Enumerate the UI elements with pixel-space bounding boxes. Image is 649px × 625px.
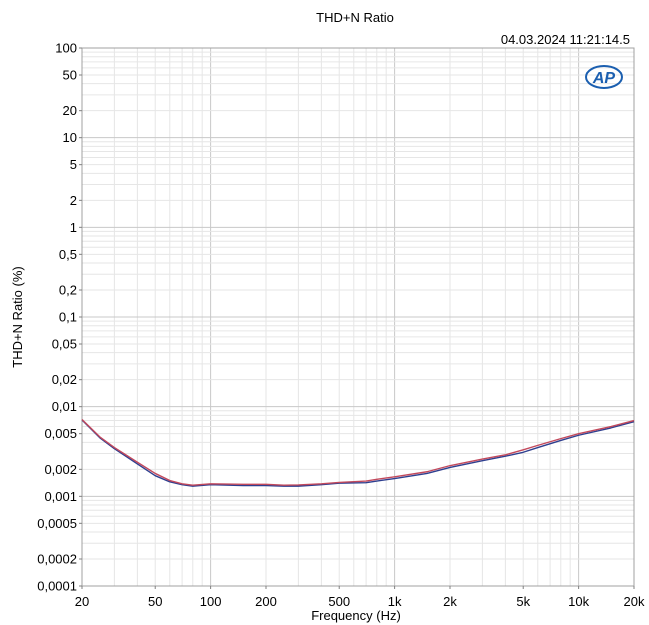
y-tick-label: 1 — [70, 220, 77, 235]
y-tick-label: 5 — [70, 157, 77, 172]
x-tick-label: 200 — [255, 594, 277, 609]
x-tick-label: 20 — [75, 594, 89, 609]
x-tick-label: 500 — [328, 594, 350, 609]
y-tick-label: 0,01 — [52, 399, 77, 414]
y-tick-label: 0,0005 — [37, 516, 77, 531]
y-tick-label: 2 — [70, 193, 77, 208]
x-tick-label: 1k — [388, 594, 402, 609]
x-tick-labels: 20 50 100 200 500 1k 2k 5k 10k 20k — [75, 586, 645, 609]
x-tick-label: 100 — [200, 594, 222, 609]
y-tick-labels: 100 50 20 10 5 2 1 0,5 0,2 0,1 0,05 0,02 0,01 0,005 0,… — [37, 41, 82, 594]
x-tick-label: 20k — [624, 594, 645, 609]
y-tick-label: 0,005 — [44, 426, 77, 441]
x-tick-label: 50 — [148, 594, 162, 609]
ap-logo: AP — [585, 65, 623, 89]
y-axis-label: THD+N Ratio (%) — [10, 266, 25, 368]
x-tick-label: 2k — [443, 594, 457, 609]
chart-timestamp: 04.03.2024 11:21:14.5 — [501, 32, 630, 47]
chart-title: THD+N Ratio — [316, 10, 394, 25]
y-tick-label: 0,002 — [44, 462, 77, 477]
y-tick-label: 0,1 — [59, 310, 77, 325]
series-line-2 — [81, 418, 635, 486]
y-tick-label: 0,001 — [44, 489, 77, 504]
series-line-1 — [81, 419, 635, 487]
y-tick-label: 0,2 — [59, 283, 77, 298]
x-tick-label: 5k — [516, 594, 530, 609]
y-tick-label: 0,02 — [52, 372, 77, 387]
y-tick-label: 20 — [63, 103, 77, 118]
series-lines — [81, 418, 635, 487]
y-tick-label: 10 — [63, 130, 77, 145]
y-tick-label: 50 — [63, 67, 77, 82]
y-tick-label: 0,0001 — [37, 579, 77, 594]
y-tick-label: 0,5 — [59, 247, 77, 262]
ap-logo-text: AP — [592, 70, 616, 87]
grid — [81, 47, 635, 587]
x-axis-label: Frequency (Hz) — [311, 608, 401, 623]
x-tick-label: 10k — [568, 594, 589, 609]
y-tick-label: 0,0002 — [37, 552, 77, 567]
y-tick-label: 0,05 — [52, 336, 77, 351]
y-tick-label: 100 — [55, 41, 77, 56]
